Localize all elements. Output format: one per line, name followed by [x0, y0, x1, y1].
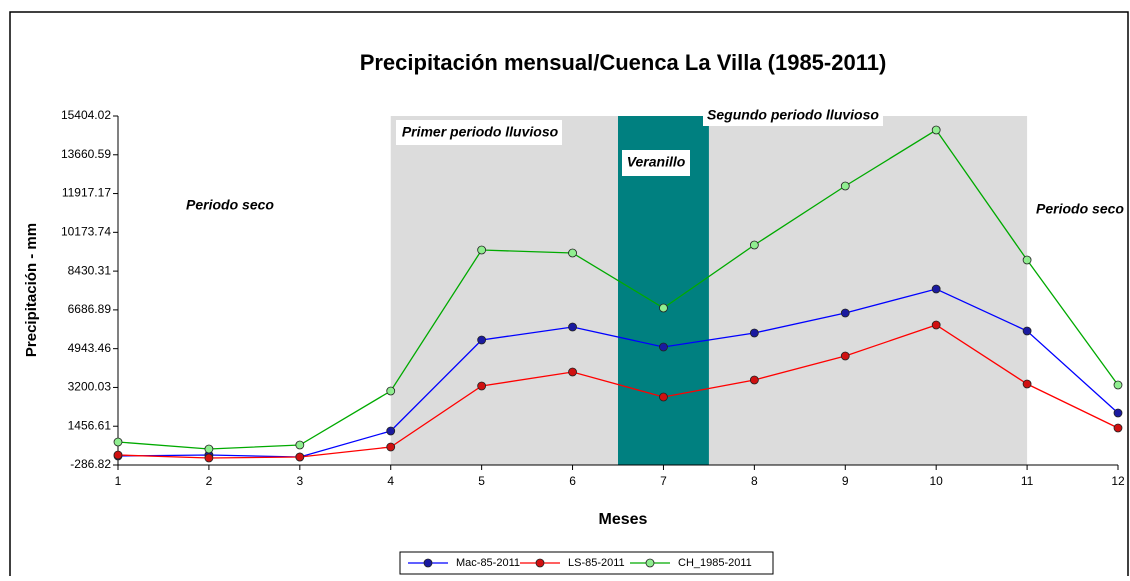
point: [931, 284, 941, 294]
annotation-box: [622, 150, 690, 176]
x-tick-label: 8: [751, 474, 758, 488]
point: [931, 320, 941, 330]
point: [1113, 380, 1123, 390]
annotation: Periodo seco: [186, 197, 274, 213]
y-tick-label: 8430.31: [68, 263, 112, 277]
x-tick-label: 3: [296, 474, 303, 488]
x-tick-label: 2: [206, 474, 213, 488]
y-tick-label: 15404.02: [61, 108, 111, 122]
y-tick-label: 10173.74: [61, 225, 111, 239]
series-line: [117, 129, 1119, 450]
chart-title: Precipitación mensual/Cuenca La Villa (1…: [360, 50, 887, 75]
point: [295, 440, 305, 450]
x-tick-label: 12: [1111, 474, 1125, 488]
point: [1022, 255, 1032, 265]
point: [386, 426, 396, 436]
point: [204, 444, 214, 454]
y-axis-label: Precipitación - mm: [23, 223, 40, 357]
x-tick-label: 5: [478, 474, 485, 488]
point: [477, 335, 487, 345]
point: [386, 442, 396, 452]
point: [659, 392, 668, 402]
point: [568, 322, 577, 332]
point: [931, 125, 941, 135]
point: [568, 367, 577, 377]
y-tick-label: 4943.46: [68, 341, 112, 355]
point: [1113, 423, 1123, 433]
point: [659, 303, 668, 313]
x-tick-label: 11: [1021, 474, 1034, 488]
x-tick-label: 7: [660, 474, 667, 488]
point: [840, 308, 850, 318]
legend-marker: [645, 558, 655, 568]
frame: [9, 11, 1129, 581]
point: [749, 328, 759, 338]
annotation: Segundo periodo lluvioso: [707, 107, 879, 123]
y-tick-label: 13660.59: [61, 147, 111, 161]
x-axis-label: Meses: [599, 511, 648, 528]
annotation: Primer periodo lluvioso: [402, 124, 559, 140]
point: [113, 450, 123, 460]
point: [477, 381, 487, 391]
legend-box: [399, 551, 774, 575]
legend-marker: [535, 558, 545, 568]
point: [204, 453, 214, 463]
annotation: Periodo seco: [1036, 201, 1124, 217]
point: [1113, 408, 1123, 418]
point: [113, 437, 123, 447]
series-line: [117, 324, 1119, 459]
annotation-box: [396, 120, 562, 145]
x-tick-label: 6: [569, 474, 576, 488]
point: [568, 248, 577, 258]
x-tick-label: 9: [842, 474, 849, 488]
y-tick-label: 6686.89: [68, 302, 112, 316]
x-tick-label: 4: [387, 474, 394, 488]
legend-marker: [423, 558, 433, 568]
point: [477, 245, 487, 255]
point: [1022, 326, 1032, 336]
point: [749, 240, 759, 250]
y-tick-label: 3200.03: [68, 380, 112, 394]
point: [659, 342, 668, 352]
y-tick-label: 11917.17: [62, 186, 111, 200]
legend-label: CH_1985-2011: [678, 557, 752, 569]
x-tick-label: 1: [115, 474, 122, 488]
x-tick-label: 10: [930, 474, 944, 488]
point: [1022, 379, 1032, 389]
annotation: Veranillo: [627, 154, 686, 170]
y-tick-label: -286.82: [70, 457, 111, 471]
point: [840, 351, 850, 361]
point: [840, 181, 850, 191]
point: [295, 452, 305, 462]
point: [386, 386, 396, 396]
y-tick-label: 1456.61: [68, 418, 112, 432]
annotation-box: [703, 106, 883, 126]
legend-label: Mac-85-2011: [456, 557, 520, 569]
legend-label: LS-85-2011: [568, 557, 625, 569]
point: [749, 375, 759, 385]
